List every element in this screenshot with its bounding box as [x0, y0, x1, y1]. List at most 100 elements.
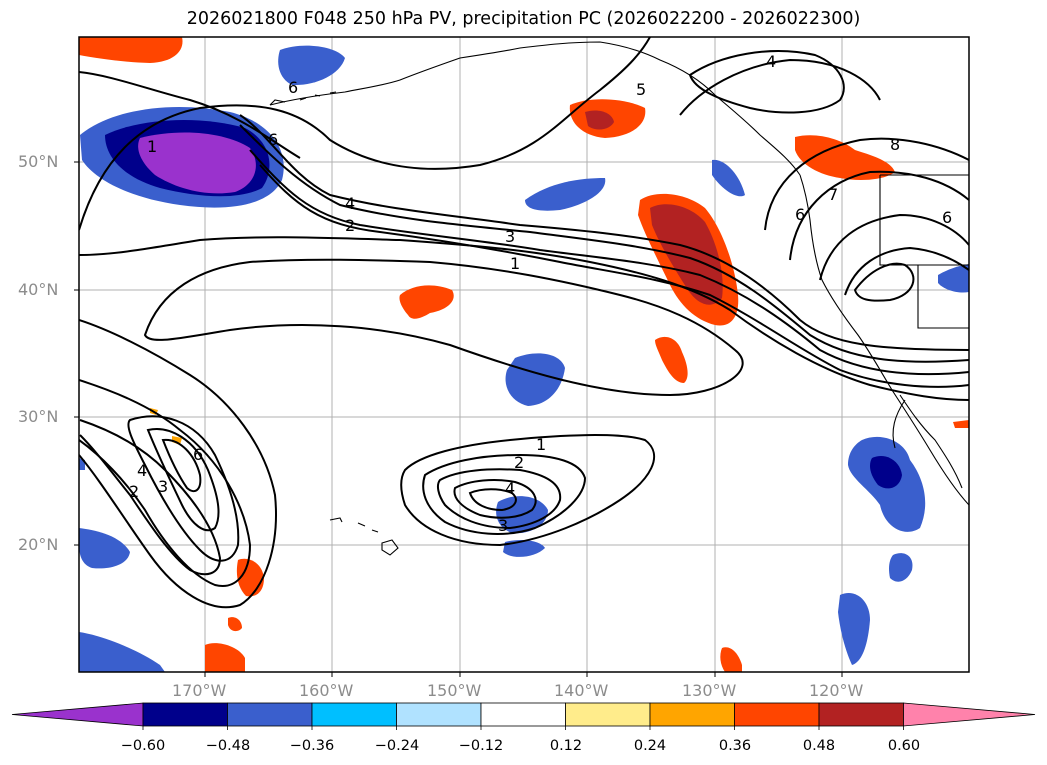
precip-positive-nw3 — [172, 436, 182, 445]
contour-label: 1 — [536, 435, 546, 454]
contour-pv3 — [239, 124, 969, 363]
coastline-aleutian-chain — [269, 91, 337, 106]
contour-sw-3 — [79, 419, 222, 576]
colorbar-segment — [311, 702, 397, 727]
precip-negative-mexico-1 — [889, 553, 913, 582]
colorbar-tick-label: 0.60 — [887, 738, 921, 754]
contour-labels: 6 6 1 4 2 3 1 5 4 8 7 6 6 4 3 2 6 2 1 4 … — [129, 52, 952, 535]
map-frame — [78, 36, 970, 673]
contour-cp-2 — [422, 453, 587, 535]
precip-positive-s-3 — [720, 647, 742, 672]
contour-label: 5 — [636, 80, 646, 99]
precip-negative-hawaii-2 — [503, 540, 545, 557]
contour-sw-6 — [161, 438, 202, 493]
contour-east-inner — [853, 262, 915, 302]
contour-cp-1 — [400, 434, 656, 547]
lat-label: 50°N — [18, 152, 59, 171]
colorbar-extend-max — [903, 702, 1036, 727]
contour-cp-5 — [468, 488, 517, 512]
precip-positive-bc — [795, 135, 895, 180]
colorbar-segment — [480, 702, 566, 727]
precip-negative-sw-2 — [79, 632, 165, 672]
contour-pv-loop-1 — [143, 258, 744, 397]
precip-positive-nw — [79, 37, 183, 63]
colorbar-segment — [818, 702, 904, 727]
coastline-hawaii — [329, 517, 399, 556]
lon-label: 150°W — [427, 681, 482, 700]
contour-label: 3 — [498, 516, 508, 535]
colorbar-tick-label: 0.36 — [718, 738, 752, 754]
lat-label: 20°N — [18, 535, 59, 554]
contour-pv-mid — [79, 236, 969, 401]
precip-positive-s-1 — [205, 643, 245, 672]
colorbar-tick-label: −0.12 — [458, 738, 504, 754]
contour-pv4 — [239, 114, 969, 351]
contour-label: 6 — [795, 205, 805, 224]
pv-contours — [79, 37, 969, 609]
contour-sw-outer — [79, 319, 277, 609]
lon-label: 140°W — [554, 681, 609, 700]
contour-sw-2 — [79, 379, 252, 587]
contour-label: 4 — [505, 479, 515, 498]
lon-label: 130°W — [682, 681, 737, 700]
contour-label: 1 — [147, 137, 157, 156]
contour-pv2 — [249, 149, 969, 376]
lat-label: 30°N — [18, 407, 59, 426]
colorbar-tick-label: 0.48 — [802, 738, 836, 754]
lat-label: 40°N — [18, 280, 59, 299]
precip-negative-gulf — [525, 178, 606, 211]
colorbar-segment — [649, 702, 735, 727]
coastline-alaska — [269, 41, 801, 176]
precip-negative-coast — [712, 159, 745, 197]
contour-sw-4 — [127, 415, 240, 562]
axis-ticks — [74, 161, 843, 677]
lon-label: 120°W — [809, 681, 864, 700]
precip-negative-sw-1 — [79, 528, 130, 569]
precip-positive-mid-2 — [655, 336, 688, 383]
precip-positive-mid-1 — [399, 285, 454, 319]
colorbar-segment — [227, 702, 313, 727]
contour-label: 6 — [288, 78, 298, 97]
contour-east-loop-3 — [819, 213, 969, 281]
precip-negative-aleutian-peak — [138, 132, 256, 194]
colorbar-segment — [142, 702, 228, 727]
lon-label: 160°W — [299, 681, 354, 700]
colorbar-extend-min — [11, 702, 144, 727]
contour-north-1 — [79, 37, 651, 231]
map-title: 2026021800 F048 250 hPa PV, precipitatio… — [186, 9, 861, 29]
precip-negative-baja-core — [870, 455, 902, 489]
lon-label: 170°W — [172, 681, 227, 700]
contour-ak-outer — [679, 58, 881, 116]
colorbar-tick-label: −0.36 — [289, 738, 335, 754]
contour-label: 4 — [766, 52, 776, 71]
contour-north-2 — [79, 71, 301, 159]
precip-positive-gulf-core — [585, 110, 614, 130]
colorbar-segment — [734, 702, 820, 727]
contour-label: 4 — [345, 194, 355, 213]
contour-east-loop — [764, 137, 969, 231]
contour-label: 6 — [193, 445, 203, 464]
contour-label: 6 — [942, 208, 952, 227]
contour-label: 4 — [137, 461, 147, 480]
precip-negative-alaska — [278, 45, 345, 86]
precip-negative-mexico-2 — [838, 592, 870, 665]
colorbar-tick-label: 0.24 — [633, 738, 667, 754]
contour-label: 2 — [129, 482, 139, 501]
contour-label: 7 — [828, 185, 838, 204]
contour-label: 2 — [345, 216, 355, 235]
contour-ak-loop — [688, 50, 845, 114]
contour-east-loop-4 — [844, 246, 969, 296]
precip-fills — [79, 37, 969, 672]
contour-label: 2 — [514, 453, 524, 472]
colorbar-segment — [396, 702, 482, 727]
colorbar-tick-label: −0.48 — [205, 738, 251, 754]
precip-negative-midpacific — [505, 353, 565, 406]
contour-label: 3 — [158, 477, 168, 496]
colorbar — [11, 702, 1036, 730]
contour-label: 1 — [510, 254, 520, 273]
contour-label: 6 — [268, 130, 278, 149]
coastlines — [269, 41, 969, 556]
precip-positive-e — [953, 420, 969, 428]
contour-pv1 — [259, 164, 969, 388]
